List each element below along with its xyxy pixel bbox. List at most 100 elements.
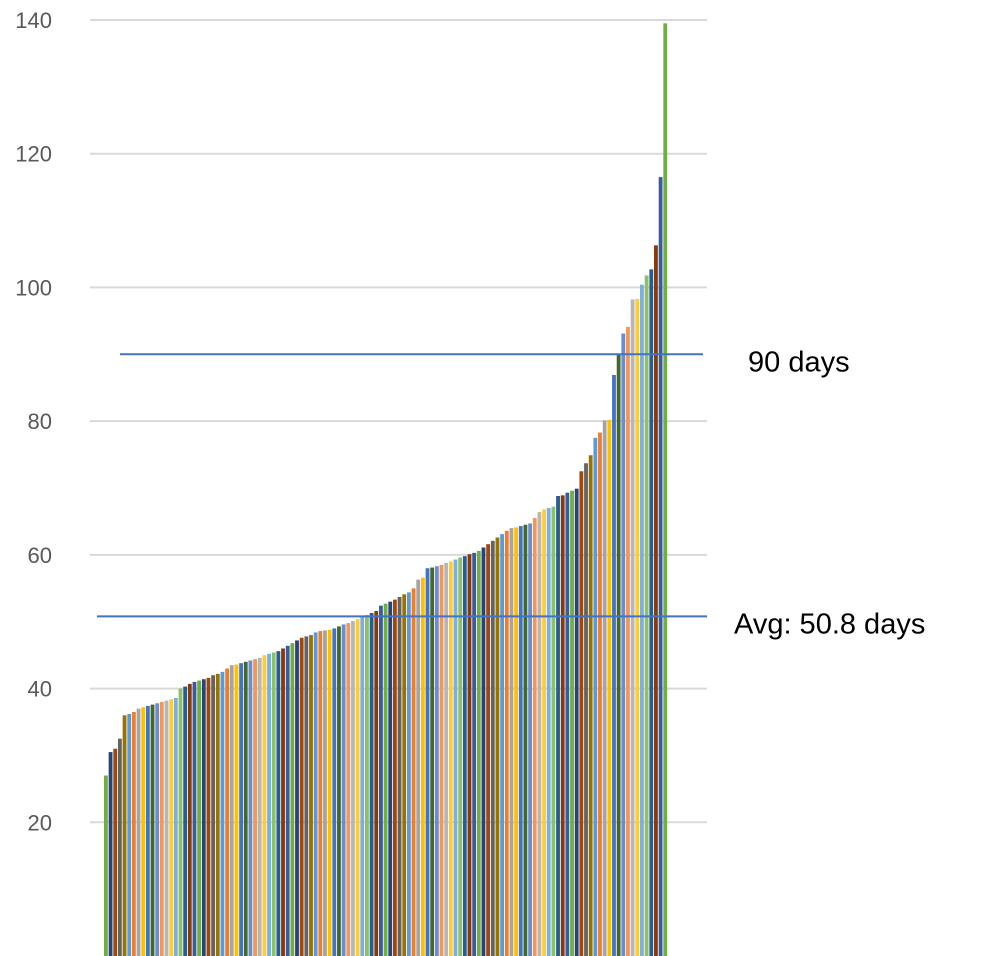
bar xyxy=(267,653,271,956)
bar xyxy=(612,375,616,956)
bar xyxy=(309,635,313,956)
bar xyxy=(108,752,113,956)
bar xyxy=(574,488,579,956)
bar xyxy=(169,699,174,956)
bar xyxy=(117,738,122,956)
bar xyxy=(127,713,132,956)
bar xyxy=(379,605,383,956)
bar xyxy=(159,701,164,956)
bar xyxy=(453,559,458,956)
bar xyxy=(136,708,141,956)
bar xyxy=(173,697,178,956)
bar xyxy=(355,619,360,956)
reference-line-label: Avg: 50.8 days xyxy=(734,608,925,640)
bar xyxy=(420,577,425,956)
bar xyxy=(253,659,257,956)
bar xyxy=(654,245,658,956)
bar xyxy=(602,420,607,956)
bar xyxy=(565,492,570,956)
bar xyxy=(514,527,518,956)
bar xyxy=(239,663,243,956)
bar xyxy=(145,705,150,956)
bar xyxy=(285,645,290,956)
bar xyxy=(220,671,225,956)
bar xyxy=(635,298,640,956)
bar xyxy=(411,588,416,956)
bar xyxy=(197,680,202,956)
bar xyxy=(313,632,318,956)
bar xyxy=(416,579,421,956)
bar xyxy=(588,455,593,956)
bar xyxy=(658,177,663,956)
bar xyxy=(439,564,444,956)
bar xyxy=(257,657,262,956)
bar xyxy=(383,603,388,956)
bar xyxy=(206,677,211,956)
bar xyxy=(556,496,560,956)
y-tick-label: 60 xyxy=(28,543,52,568)
bar xyxy=(276,651,281,956)
bar xyxy=(271,652,276,956)
bar xyxy=(281,648,285,956)
bar xyxy=(211,675,216,956)
bar xyxy=(155,703,160,956)
bar xyxy=(131,711,136,956)
bar xyxy=(402,594,407,956)
bar xyxy=(374,611,379,956)
bar xyxy=(369,613,374,956)
bar xyxy=(663,23,668,956)
bar xyxy=(323,630,327,956)
bar xyxy=(616,354,621,956)
bar xyxy=(448,561,453,956)
bar xyxy=(248,660,253,956)
y-tick-label: 20 xyxy=(28,810,52,835)
bar xyxy=(388,601,393,956)
bar xyxy=(262,655,267,956)
bar xyxy=(430,567,435,956)
bar xyxy=(551,506,556,956)
bar xyxy=(458,557,463,956)
bar xyxy=(104,775,108,956)
bar xyxy=(304,636,309,956)
bar xyxy=(234,664,239,956)
bar xyxy=(215,673,220,956)
bar xyxy=(546,508,551,956)
y-tick-label: 100 xyxy=(15,275,52,300)
bar xyxy=(229,665,234,956)
bar xyxy=(560,495,565,956)
bar xyxy=(406,592,411,956)
bar xyxy=(509,528,514,956)
bar xyxy=(346,623,351,956)
y-tick-label: 40 xyxy=(28,677,52,702)
bar xyxy=(490,540,495,956)
reference-lines: 90 days Avg: 50.8 days xyxy=(97,346,925,640)
bar xyxy=(113,748,118,956)
bar xyxy=(392,599,397,956)
bar xyxy=(626,326,630,956)
y-tick-label: 120 xyxy=(15,142,52,167)
bar xyxy=(518,526,523,956)
bar xyxy=(178,688,183,956)
bar xyxy=(579,471,584,956)
bar xyxy=(537,512,542,956)
bar xyxy=(486,544,491,956)
bar xyxy=(243,661,248,956)
bar xyxy=(295,640,299,956)
bar xyxy=(593,437,598,956)
bars xyxy=(104,23,668,956)
bar xyxy=(318,631,323,956)
bar xyxy=(481,547,486,956)
bar xyxy=(332,628,337,956)
reference-line-label: 90 days xyxy=(748,346,850,378)
bar xyxy=(225,668,230,956)
y-axis-ticks: 20 40 60 80 100 120 140 xyxy=(15,8,52,835)
bar xyxy=(584,463,588,956)
bar xyxy=(365,615,369,956)
bar xyxy=(621,333,626,956)
bar xyxy=(425,568,430,956)
y-tick-label: 140 xyxy=(15,8,52,33)
bar xyxy=(360,615,365,956)
bar xyxy=(607,419,612,956)
bar xyxy=(630,299,635,956)
